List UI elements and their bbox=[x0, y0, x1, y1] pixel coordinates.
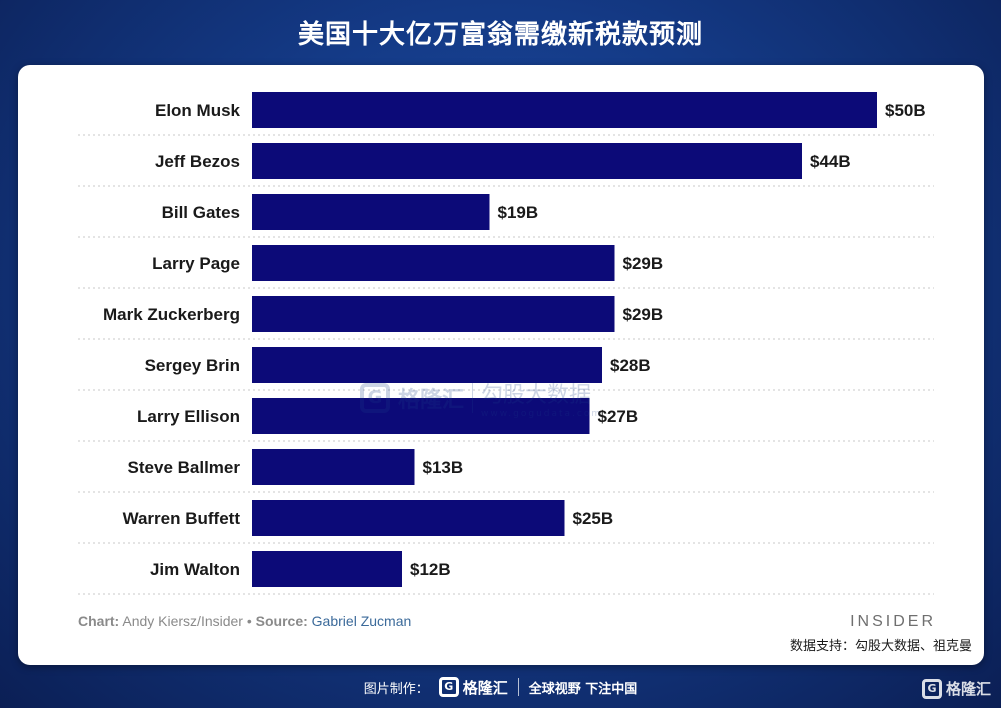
bar bbox=[252, 143, 802, 179]
chart-label: Chart: bbox=[78, 613, 120, 629]
bar-chart: Elon Musk $50B Jeff Bezos $44B Bill Gates $19… bbox=[78, 92, 934, 595]
value-label: $29B bbox=[623, 305, 664, 324]
data-support-note: 数据支持：勾股大数据、祖克曼 bbox=[789, 639, 972, 654]
bar bbox=[252, 500, 565, 536]
bar bbox=[252, 194, 490, 230]
category-label: Elon Musk bbox=[155, 101, 241, 120]
footer-logo: G 格隆汇 bbox=[438, 677, 508, 698]
category-label: Bill Gates bbox=[162, 203, 240, 222]
category-label: Jim Walton bbox=[150, 560, 240, 579]
value-label: $44B bbox=[810, 152, 851, 171]
value-label: $19B bbox=[498, 203, 539, 222]
bar bbox=[252, 92, 877, 128]
credit-bullet: • bbox=[246, 613, 252, 629]
corner-logo: G 格隆汇 bbox=[921, 678, 991, 699]
bar bbox=[252, 398, 590, 434]
insider-logo: INSIDER bbox=[850, 613, 936, 630]
value-label: $28B bbox=[610, 356, 651, 375]
bar bbox=[252, 347, 602, 383]
bar bbox=[252, 245, 615, 281]
value-label: $13B bbox=[423, 458, 464, 477]
value-label: $12B bbox=[410, 560, 451, 579]
value-label: $29B bbox=[623, 254, 664, 273]
footer-divider bbox=[517, 678, 519, 696]
category-label: Steve Ballmer bbox=[128, 458, 241, 477]
chart-credit: Chart: Andy Kiersz/Insider • Source: Gab… bbox=[78, 613, 411, 629]
category-label: Jeff Bezos bbox=[155, 152, 240, 171]
footer-logo-name: 格隆汇 bbox=[462, 678, 508, 697]
value-label: $50B bbox=[885, 101, 926, 120]
category-label: Warren Buffett bbox=[123, 509, 241, 528]
corner-logo-name: 格隆汇 bbox=[945, 680, 991, 698]
category-label: Larry Page bbox=[152, 254, 240, 273]
value-label: $25B bbox=[573, 509, 614, 528]
corner-logo-icon: G bbox=[921, 678, 942, 699]
footer-made-by: 图片制作： bbox=[363, 681, 429, 697]
chart-author: Andy Kiersz/Insider bbox=[122, 613, 243, 629]
bar bbox=[252, 551, 402, 587]
category-label: Sergey Brin bbox=[145, 356, 240, 375]
footer-slogan: 全球视野 下注中国 bbox=[528, 681, 638, 697]
category-label: Larry Ellison bbox=[137, 407, 240, 426]
bar bbox=[252, 449, 415, 485]
category-label: Mark Zuckerberg bbox=[103, 305, 240, 324]
gelonghui-logo-icon: G bbox=[438, 677, 459, 697]
source-name: Gabriel Zucman bbox=[311, 613, 412, 629]
source-label: Source: bbox=[255, 613, 308, 629]
chart-card: Elon Musk $50B Jeff Bezos $44B Bill Gates $19… bbox=[18, 65, 984, 665]
value-label: $27B bbox=[598, 407, 639, 426]
footer: 图片制作： G 格隆汇 全球视野 下注中国 bbox=[0, 672, 1001, 702]
page-title: 美国十大亿万富翁需缴新税款预测 bbox=[297, 20, 703, 50]
bar bbox=[252, 296, 615, 332]
